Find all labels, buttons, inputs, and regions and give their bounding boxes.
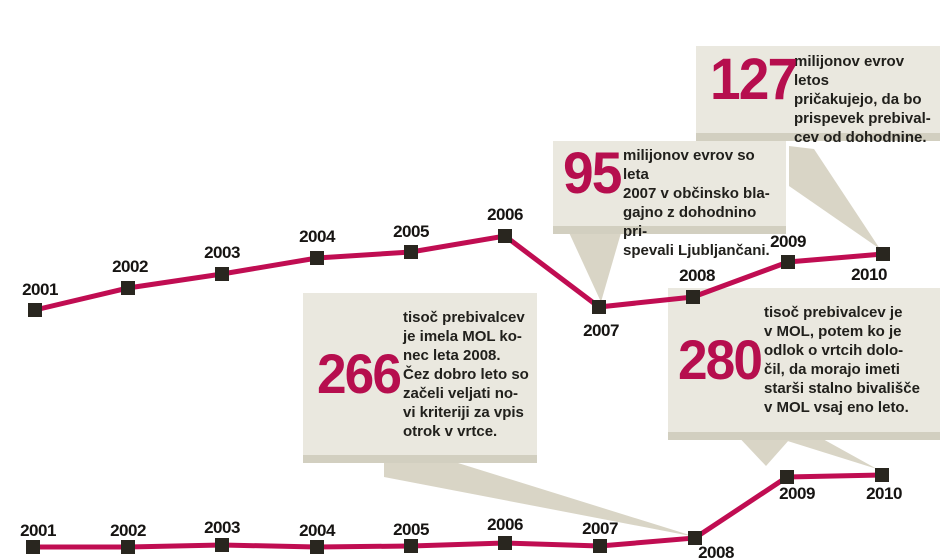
callout-text: milijonov evrov so leta 2007 v občinsko … — [623, 147, 770, 259]
callout-text: tisoč prebivalcev je imela MOL ko- nec l… — [403, 308, 529, 440]
bottom-year-label-2007: 2007 — [582, 519, 618, 538]
top-marker-2002 — [121, 281, 135, 295]
callout-number: 127 — [710, 47, 798, 112]
bottom-year-label-2002: 2002 — [110, 521, 146, 540]
top-marker-2009 — [781, 255, 795, 269]
top-year-label-2008: 2008 — [679, 266, 715, 285]
wedge-95-to-2007 — [566, 226, 623, 302]
top-year-label-2005: 2005 — [393, 222, 429, 241]
bottom-marker-2004 — [310, 540, 324, 554]
wedge-127-to-2010-top — [789, 146, 880, 249]
callout-text: tisoč prebivalcev je v MOL, potem ko je … — [764, 304, 920, 416]
top-marker-2008 — [686, 290, 700, 304]
bottom-marker-2009 — [780, 470, 794, 484]
callout-text: milijonov evrov letos pričakujejo, da bo… — [794, 53, 931, 146]
bottom-marker-2005 — [404, 539, 418, 553]
bottom-year-label-2003: 2003 — [204, 518, 240, 537]
bottom-chart-line — [33, 472, 883, 550]
top-year-label-2006: 2006 — [487, 205, 523, 224]
bottom-year-label-2005: 2005 — [393, 520, 429, 539]
bottom-year-label-2001: 2001 — [20, 521, 56, 540]
bottom-marker-2008 — [688, 531, 702, 545]
bottom-marker-2010 — [875, 468, 889, 482]
top-marker-2006 — [498, 229, 512, 243]
top-marker-2005 — [404, 245, 418, 259]
bottom-year-label-2006: 2006 — [487, 515, 523, 534]
bottom-timeline-chart: 2001 2002 2003 2004 2005 2006 2007 2008 2009 2010 — [20, 468, 902, 560]
wedge-266-to-2008-bottom — [384, 455, 696, 537]
callout-prebivalci-2010: 280 tisoč prebivalcev je v MOL, potem ko… — [668, 288, 940, 440]
callout-number: 95 — [563, 141, 622, 206]
top-year-label-2002: 2002 — [112, 257, 148, 276]
bottom-marker-2007 — [593, 539, 607, 553]
bottom-year-label-2009: 2009 — [779, 484, 815, 503]
bottom-year-label-2008: 2008 — [698, 543, 734, 560]
top-year-label-2009: 2009 — [770, 232, 806, 251]
top-chart-line — [34, 233, 884, 313]
callout-number: 280 — [678, 327, 763, 391]
top-marker-2003 — [215, 267, 229, 281]
callout-dohodnina-2010: 127 milijonov evrov letos pričakujejo, d… — [696, 46, 940, 146]
top-marker-2007 — [592, 300, 606, 314]
callout-number: 266 — [317, 341, 402, 405]
top-marker-2001 — [28, 303, 42, 317]
wedge-280-to-2010-bottom — [762, 433, 877, 469]
top-year-label-2004: 2004 — [299, 227, 336, 246]
bottom-marker-2003 — [215, 538, 229, 552]
callout-prebivalci-2008: 266 tisoč prebivalcev je imela MOL ko- n… — [303, 293, 537, 463]
top-marker-2004 — [310, 251, 324, 265]
top-marker-2010 — [876, 247, 890, 261]
bottom-marker-2006 — [498, 536, 512, 550]
top-year-label-2007: 2007 — [583, 321, 619, 340]
top-year-label-2001: 2001 — [22, 280, 58, 299]
bottom-marker-2002 — [121, 540, 135, 554]
top-year-label-2003: 2003 — [204, 243, 240, 262]
bottom-year-label-2010: 2010 — [866, 484, 902, 503]
top-timeline-chart: 2001 2002 2003 2004 2005 2006 2007 2008 2009 2010 — [22, 205, 890, 340]
bottom-year-label-2004: 2004 — [299, 521, 336, 540]
callout-dohodnina-2007: 95 milijonov evrov so leta 2007 v občins… — [553, 141, 786, 259]
bottom-marker-2001 — [26, 540, 40, 554]
top-year-label-2010: 2010 — [851, 265, 887, 284]
